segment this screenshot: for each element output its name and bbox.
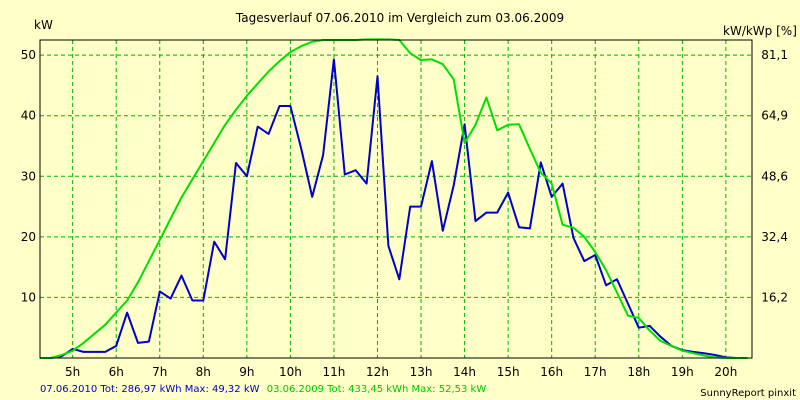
y-axis-left-ticks: 10 20 30 40 50 xyxy=(21,48,36,304)
x-tick-label: 8h xyxy=(196,365,211,379)
x-tick-label: 5h xyxy=(65,365,80,379)
x-tick-label: 11h xyxy=(323,365,346,379)
y-tick-label-left: 30 xyxy=(21,169,36,183)
y-axis-right-ticks: 16,2 32,4 48,6 64,9 81,1 xyxy=(761,48,788,304)
y-tick-label-right: 81,1 xyxy=(761,48,788,62)
x-tick-label: 16h xyxy=(540,365,563,379)
y-tick-label-left: 20 xyxy=(21,230,36,244)
y-tick-label-left: 40 xyxy=(21,109,36,123)
x-tick-label: 15h xyxy=(497,365,520,379)
x-tick-label: 17h xyxy=(584,365,607,379)
grid xyxy=(40,40,752,358)
series-line-07-06-2010 xyxy=(40,58,748,359)
svg-text:07.06.2010 Tot: 286,97 kWh Max: 07.06.2010 Tot: 286,97 kWh Max: 49,32 kW… xyxy=(40,384,486,395)
footer-series-2010-summary: 07.06.2010 Tot: 286,97 kWh Max: 49,32 kW xyxy=(40,384,260,395)
plot-frame xyxy=(39,39,753,359)
x-tick-label: 7h xyxy=(152,365,167,379)
footer-series-2009-summary: 03.06.2009 Tot: 433,45 kWh Max: 52,53 kW xyxy=(267,384,487,395)
x-tick-label: 19h xyxy=(671,365,694,379)
footer-credit: SunnyReport pinxit xyxy=(700,388,796,399)
y-tick-label-left: 10 xyxy=(21,290,36,304)
y-tick-label-right: 32,4 xyxy=(761,230,788,244)
y-tick-label-right: 48,6 xyxy=(761,169,788,183)
plot-border xyxy=(39,39,753,359)
x-tick-label: 10h xyxy=(279,365,302,379)
x-tick-label: 13h xyxy=(410,365,433,379)
x-tick-label: 9h xyxy=(239,365,254,379)
x-tick-label: 6h xyxy=(109,365,124,379)
plot-area xyxy=(40,40,752,358)
y-tick-label-left: 50 xyxy=(21,48,36,62)
y-tick-label-right: 16,2 xyxy=(761,290,788,304)
y-tick-label-right: 64,9 xyxy=(761,109,788,123)
y-axis-right-label: kW/kWp [%] xyxy=(723,24,797,38)
x-tick-label: 12h xyxy=(366,365,389,379)
x-axis-ticks: 5h 6h 7h 8h 9h 10h 11h 12h 13h 14h 15h 16h 17h 18h 19h… xyxy=(65,365,737,379)
x-tick-label: 18h xyxy=(627,365,650,379)
x-tick-label: 20h xyxy=(714,365,737,379)
y-axis-left-label: kW xyxy=(34,18,53,32)
x-tick-label: 14h xyxy=(453,365,476,379)
chart-title: Tagesverlauf 07.06.2010 im Vergleich zum… xyxy=(235,11,564,25)
